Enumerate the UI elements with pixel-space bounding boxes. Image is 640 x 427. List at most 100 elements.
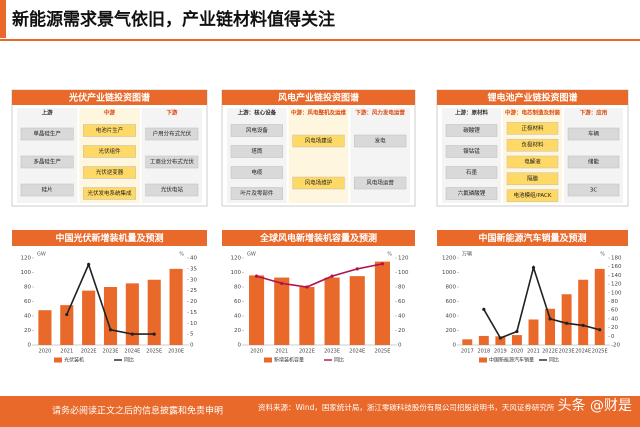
x-tick-label: 2020 [511, 349, 524, 355]
x-tick-label: 2024E [575, 349, 591, 355]
y-tick-label: 0 [238, 343, 242, 349]
x-tick-label: 2030E [168, 349, 184, 355]
unit-label: % [600, 252, 605, 258]
chart-title: 全球风电新增装机容量及预测 [259, 232, 377, 244]
x-tick-label: 2022E [542, 349, 558, 355]
y-tick-label: 0 [28, 343, 32, 349]
bar [249, 275, 265, 345]
y-tick-label: 100 [231, 270, 242, 276]
y-tick-label: 1200 [442, 256, 456, 262]
panel-title: 光伏产业链投资图谱 [68, 92, 150, 104]
y2-tick-label: 40 [398, 314, 405, 320]
x-tick-label: 2020 [39, 349, 52, 355]
y2-tick-label: 35 [190, 266, 197, 272]
y-tick-label: 80 [234, 285, 241, 291]
node [354, 134, 407, 148]
y-tick-label: 80 [24, 285, 31, 291]
node [145, 155, 199, 169]
bar [274, 277, 290, 345]
node-label: 电缆 [251, 168, 263, 176]
node [83, 145, 136, 158]
node-label: 叶片及零部件 [240, 189, 274, 197]
node-label: 工商业分布式光伏 [150, 158, 195, 166]
y2-tick-label: 100 [398, 270, 409, 276]
bar [578, 279, 589, 345]
bar [478, 335, 489, 345]
node-label: 风电场维护 [305, 179, 333, 187]
bar [324, 277, 340, 345]
node-label: 户用分布式光伏 [153, 130, 192, 138]
node-label: 光伏电站 [161, 186, 184, 194]
x-tick-label: 2025E [592, 349, 608, 355]
line [256, 263, 383, 288]
bar [125, 283, 139, 345]
y2-tick-label: 0 [190, 343, 194, 349]
node [445, 187, 498, 200]
node-label: 光伏组件 [98, 147, 121, 155]
legend-label: 同比 [549, 357, 559, 364]
node-label: 多晶硅生产 [33, 158, 61, 166]
column-heading: 中游 [104, 109, 116, 117]
bar [349, 276, 365, 345]
node-label: 碳酸锂 [463, 126, 480, 134]
node-label: 光伏发电系统集成 [87, 189, 132, 197]
node [83, 187, 136, 200]
node [230, 124, 283, 137]
x-tick-label: 2025E [146, 349, 162, 355]
node [506, 155, 559, 169]
y2-tick-label: 60 [611, 308, 618, 314]
node-label: 电池片生产 [96, 126, 124, 134]
unit-label: GW [37, 252, 46, 258]
y-tick-label: 100 [21, 270, 32, 276]
node-label: 石墨 [466, 169, 478, 176]
node-label: 3C [590, 188, 597, 194]
unit-label: % [387, 252, 392, 258]
column-heading: 上游：核心设备 [238, 109, 277, 117]
bar [169, 268, 183, 345]
y2-tick-label: 5 [190, 332, 194, 338]
bar [528, 319, 539, 345]
bar [38, 310, 52, 345]
y-tick-label: 400 [446, 314, 457, 320]
y-tick-label: 20 [24, 328, 31, 334]
node [292, 134, 345, 148]
node-label: 储能 [588, 158, 600, 166]
bar [561, 294, 572, 345]
x-tick-label: 2021 [275, 349, 288, 355]
node [292, 176, 345, 190]
chart-title: 中国新能源汽车销量及预测 [478, 232, 586, 244]
column-heading: 下游：风力发电运营 [355, 109, 405, 117]
y2-tick-label: 20 [611, 325, 618, 331]
x-tick-label: 2025E [374, 349, 390, 355]
bar [511, 335, 522, 345]
accent [0, 0, 6, 38]
node [567, 183, 620, 197]
legend-label: 新增装机容量 [274, 357, 304, 364]
chart-header [12, 230, 207, 246]
node-label: 隔膜 [527, 174, 539, 182]
node-label: 六氟磷酸锂 [458, 189, 486, 197]
bar [147, 279, 161, 345]
y2-tick-label: 140 [611, 273, 622, 279]
y-tick-label: 60 [24, 299, 31, 305]
node-label: 风电场建设 [305, 137, 333, 145]
legend-label: 同比 [334, 357, 344, 364]
column-heading: 上游 [42, 109, 54, 117]
legend-swatch [479, 357, 487, 363]
bar [60, 305, 74, 345]
y2-tick-label: 0 [398, 343, 402, 349]
x-tick-label: 2024E [349, 349, 365, 355]
y2-tick-label: 40 [611, 316, 618, 322]
node [145, 183, 199, 197]
y-tick-label: 800 [446, 285, 457, 291]
x-tick-label: 2017 [461, 349, 474, 355]
node-label: 塔筒 [251, 147, 263, 155]
chart-header [222, 230, 415, 246]
node [506, 172, 559, 186]
unit-label: GW [247, 252, 256, 258]
bar [82, 290, 96, 345]
node [354, 176, 407, 190]
bar [374, 261, 390, 345]
node [445, 166, 498, 179]
